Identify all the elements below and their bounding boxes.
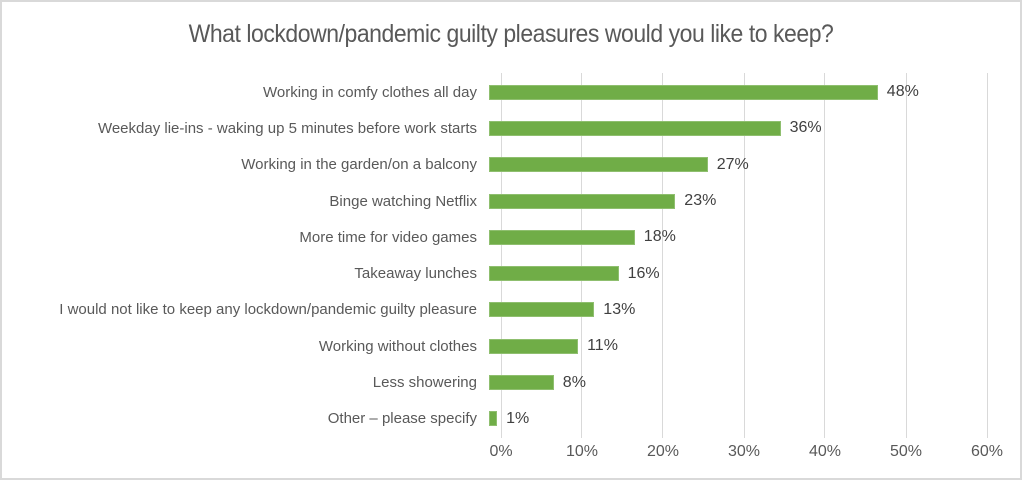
category-label: Binge watching Netflix	[329, 192, 477, 210]
bar-zone: 18%	[489, 219, 975, 255]
category-label: I would not like to keep any lockdown/pa…	[59, 301, 477, 319]
chart-row: Working in comfy clothes all day 48%	[2, 74, 1020, 110]
value-label: 8%	[562, 373, 586, 391]
bar	[489, 229, 635, 245]
value-label: 1%	[506, 409, 530, 427]
category-label: Working in comfy clothes all day	[263, 83, 477, 101]
gridline	[500, 73, 502, 438]
gridline	[986, 73, 988, 438]
gridline	[581, 73, 583, 438]
value-label: 11%	[587, 337, 618, 355]
bar	[489, 338, 579, 354]
gridline	[905, 73, 907, 438]
category-label: Less showering	[372, 374, 477, 392]
bar-zone: 27%	[489, 147, 975, 183]
gridline	[824, 73, 826, 438]
bar-zone: 36%	[489, 110, 975, 146]
gridlines	[500, 73, 988, 438]
bar-zone: 1%	[489, 401, 975, 437]
x-tick-label: 30%	[727, 443, 761, 460]
bar	[489, 302, 595, 318]
category-label: Working in the garden/on a balcony	[241, 156, 477, 174]
category-label: More time for video games	[299, 228, 477, 246]
bar	[489, 193, 676, 209]
value-label: 48%	[886, 83, 919, 101]
chart-row: Takeaway lunches 16%	[2, 255, 1020, 291]
bar-zone: 48%	[489, 74, 975, 110]
bar-zone: 11%	[489, 328, 975, 364]
value-label: 36%	[789, 119, 822, 137]
x-tick-label: 40%	[808, 443, 841, 460]
category-label: Working without clothes	[318, 337, 477, 355]
gridline	[743, 73, 745, 438]
chart-row: More time for video games 18%	[2, 219, 1020, 255]
gridline	[662, 73, 664, 438]
value-label: 27%	[716, 155, 749, 173]
value-label: 23%	[684, 192, 717, 210]
value-label: 16%	[627, 264, 660, 282]
plot-area: Working in comfy clothes all day 48% Weekd…	[2, 73, 1020, 438]
chart-row: Less showering 8%	[2, 364, 1020, 400]
category-label: Other – please specify	[327, 410, 477, 428]
category-label: Takeaway lunches	[354, 265, 477, 283]
x-tick-label: 0%	[489, 443, 513, 460]
chart-row: I would not like to keep any lockdown/pa…	[2, 292, 1020, 328]
x-tick-label: 60%	[970, 443, 1004, 460]
x-tick-label: 50%	[889, 443, 923, 460]
category-label: Weekday lie-ins - waking up 5 minutes be…	[97, 119, 477, 137]
bar	[489, 84, 878, 100]
chart-row: Weekday lie-ins - waking up 5 minutes be…	[2, 110, 1020, 146]
bar	[489, 157, 708, 173]
bar	[489, 266, 619, 282]
bar-zone: 13%	[489, 292, 975, 328]
chart-row: Working in the garden/on a balcony 27%	[2, 147, 1020, 183]
x-tick-label: 10%	[565, 443, 598, 460]
chart-row: Other – please specify 1%	[2, 401, 1020, 437]
chart-row: Working without clothes 11%	[2, 328, 1020, 364]
chart-title: What lockdown/pandemic guilty pleasures …	[188, 20, 834, 48]
chart-row: Binge watching Netflix 23%	[2, 183, 1020, 219]
value-label: 18%	[643, 228, 676, 246]
bar	[489, 120, 781, 136]
value-label: 13%	[603, 300, 636, 318]
x-tick-label: 20%	[646, 443, 679, 460]
bar	[489, 375, 554, 391]
bar	[489, 411, 498, 427]
bar-zone: 23%	[489, 183, 975, 219]
bar-zone: 8%	[489, 364, 975, 400]
chart-rows: Working in comfy clothes all day 48% Weekd…	[2, 74, 1020, 437]
bar-zone: 16%	[489, 255, 975, 291]
x-axis: 0% 10% 20% 30% 40% 50% 60%	[489, 443, 1003, 465]
